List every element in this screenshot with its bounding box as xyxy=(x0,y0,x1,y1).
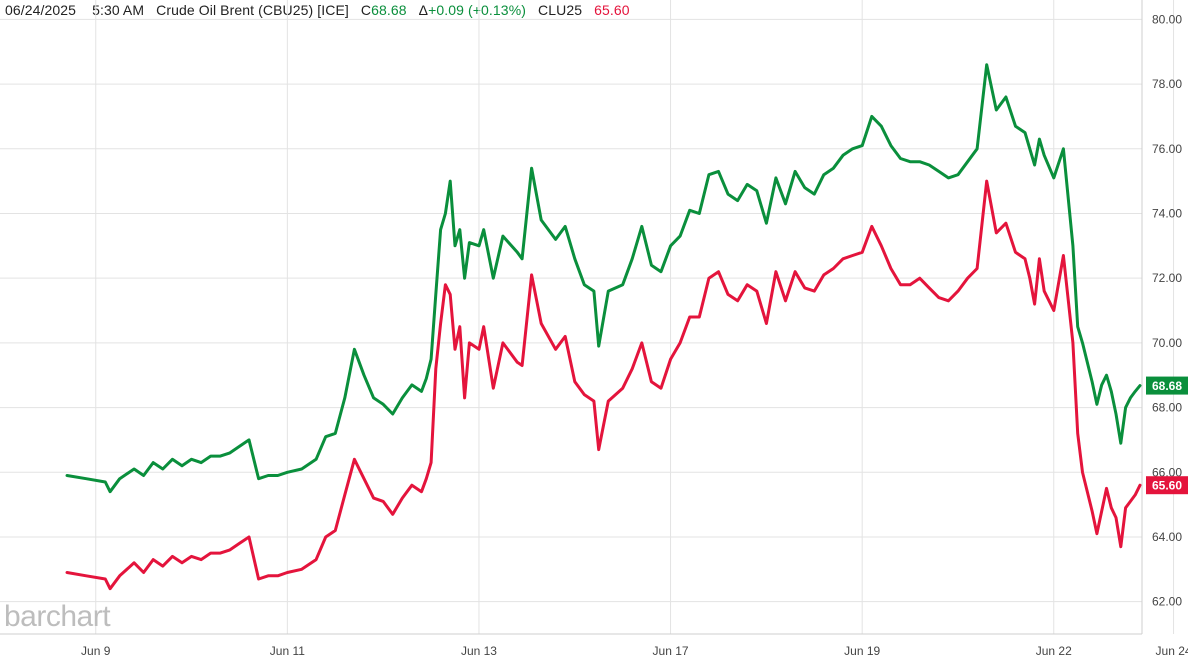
y-tick-label: 80.00 xyxy=(1152,12,1182,26)
header-compare-symbol: CLU25 xyxy=(538,2,583,18)
brent-last-price-badge: 68.68 xyxy=(1146,376,1188,395)
header-compare-value: 65.60 xyxy=(594,2,630,18)
clu25-last-price-badge: 65.60 xyxy=(1146,476,1188,495)
header-change-value: +0.09 (+0.13%) xyxy=(428,2,527,18)
x-tick-label: Jun 22 xyxy=(1036,644,1072,658)
header-close-prefix: C xyxy=(360,2,372,18)
y-tick-label: 72.00 xyxy=(1152,271,1182,285)
x-tick-label: Jun 9 xyxy=(81,644,111,658)
chart-header: 06/24/2025 5:30 AM Crude Oil Brent (CBU2… xyxy=(5,2,630,18)
y-tick-label: 76.00 xyxy=(1152,142,1182,156)
x-tick-label: Jun 19 xyxy=(844,644,880,658)
price-badge-bg xyxy=(1146,476,1188,495)
y-tick-label: 64.00 xyxy=(1152,530,1182,544)
brent-price-line xyxy=(65,63,1142,494)
header-instrument: Crude Oil Brent (CBU25) [ICE] xyxy=(156,2,349,18)
y-tick-label: 68.00 xyxy=(1152,401,1182,415)
header-close-value: 68.68 xyxy=(371,2,407,18)
price-badge-label: 65.60 xyxy=(1152,479,1182,493)
y-tick-label: 66.00 xyxy=(1152,465,1182,479)
price-badge-label: 68.68 xyxy=(1152,379,1182,393)
x-tick-label: Jun 17 xyxy=(653,644,689,658)
x-tick-label: Jun 11 xyxy=(270,644,305,658)
y-tick-label: 78.00 xyxy=(1152,77,1182,91)
x-tick-label: Jun 24 xyxy=(1156,644,1188,658)
y-tick-label: 74.00 xyxy=(1152,206,1182,220)
price-badge-bg xyxy=(1146,376,1188,395)
barchart-logo: barchart xyxy=(4,600,111,633)
y-tick-label: 62.00 xyxy=(1152,595,1182,609)
header-change-prefix: Δ xyxy=(418,2,429,18)
x-tick-label: Jun 13 xyxy=(461,644,497,658)
header-time: 5:30 AM xyxy=(92,2,145,18)
y-tick-label: 70.00 xyxy=(1152,336,1182,350)
header-date: 06/24/2025 xyxy=(5,2,77,18)
clu25-price-line xyxy=(65,179,1142,591)
